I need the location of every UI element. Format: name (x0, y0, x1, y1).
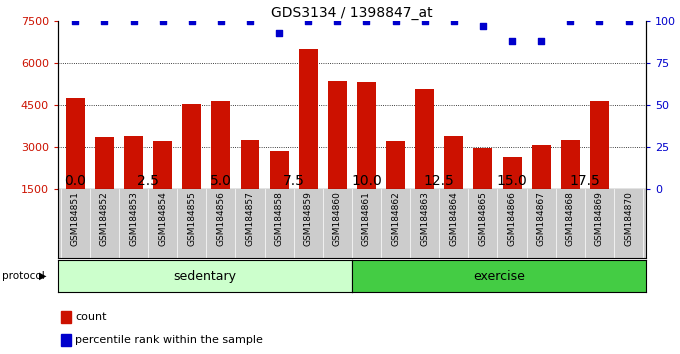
Text: GSM184866: GSM184866 (507, 192, 517, 246)
Bar (61, 334, 71, 346)
Text: GSM184870: GSM184870 (624, 192, 633, 246)
Bar (182, 104, 201, 232)
Point (128, 18, 139, 24)
Bar (66, 98, 85, 232)
Bar (386, 141, 405, 232)
Point (245, 18, 256, 24)
Point (594, 18, 605, 24)
Point (216, 18, 226, 24)
Bar (561, 140, 580, 232)
Text: percentile rank within the sample: percentile rank within the sample (75, 335, 263, 345)
Point (536, 39, 547, 44)
Text: GSM184856: GSM184856 (216, 192, 225, 246)
Text: ▶: ▶ (39, 271, 46, 281)
Text: GSM184861: GSM184861 (362, 192, 371, 246)
Bar (211, 101, 231, 232)
Point (332, 18, 343, 24)
Text: GSM184854: GSM184854 (158, 192, 167, 246)
Bar (444, 136, 463, 232)
Point (623, 18, 634, 24)
Bar (590, 101, 609, 232)
Text: GSM184857: GSM184857 (245, 192, 254, 246)
Text: GSM184865: GSM184865 (479, 192, 488, 246)
Text: exercise: exercise (473, 270, 525, 282)
Bar (61, 312, 71, 323)
Bar (270, 151, 288, 232)
Bar (299, 49, 318, 232)
Text: GSM184855: GSM184855 (187, 192, 197, 246)
Bar (473, 148, 492, 232)
Point (303, 18, 313, 24)
Point (70, 18, 81, 24)
Text: sedentary: sedentary (173, 270, 237, 282)
Bar (95, 137, 114, 232)
Point (186, 18, 197, 24)
Bar (357, 82, 376, 232)
Point (273, 30, 284, 36)
Point (157, 18, 168, 24)
Bar (503, 157, 522, 232)
Text: GSM184867: GSM184867 (537, 192, 545, 246)
Text: GSM184869: GSM184869 (595, 192, 604, 246)
Text: GSM184862: GSM184862 (391, 192, 400, 246)
Bar (619, 189, 638, 232)
Bar (415, 88, 434, 232)
Bar (124, 136, 143, 232)
Point (390, 18, 401, 24)
Text: count: count (75, 312, 107, 322)
Text: GSM184860: GSM184860 (333, 192, 342, 246)
Point (448, 18, 459, 24)
Point (361, 18, 372, 24)
Bar (532, 145, 551, 232)
Bar (153, 141, 172, 232)
Text: GSM184864: GSM184864 (449, 192, 458, 246)
Text: GSM184859: GSM184859 (304, 192, 313, 246)
Point (507, 39, 517, 44)
Point (565, 18, 576, 24)
Bar (328, 81, 347, 232)
Point (99, 18, 110, 24)
Text: GSM184851: GSM184851 (71, 192, 80, 246)
Point (477, 23, 488, 29)
Bar (241, 140, 260, 232)
Text: protocol: protocol (2, 271, 45, 281)
Text: GSM184853: GSM184853 (129, 192, 138, 246)
Text: GSM184868: GSM184868 (566, 192, 575, 246)
Title: GDS3134 / 1398847_at: GDS3134 / 1398847_at (271, 6, 432, 20)
Text: GSM184852: GSM184852 (100, 192, 109, 246)
Point (420, 18, 430, 24)
Text: GSM184858: GSM184858 (275, 192, 284, 246)
Text: GSM184863: GSM184863 (420, 192, 429, 246)
